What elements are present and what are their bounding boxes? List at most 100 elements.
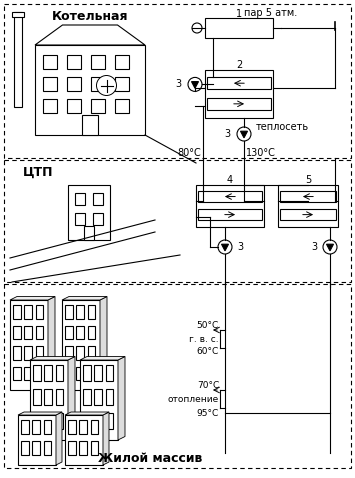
Polygon shape (115, 99, 129, 113)
Polygon shape (76, 326, 84, 339)
Polygon shape (68, 185, 110, 240)
Polygon shape (36, 367, 43, 380)
Polygon shape (76, 346, 84, 359)
Polygon shape (18, 415, 56, 465)
Polygon shape (33, 389, 40, 405)
Polygon shape (10, 296, 55, 300)
Text: 60°С: 60°С (197, 348, 219, 357)
Polygon shape (36, 326, 43, 339)
Polygon shape (207, 77, 271, 89)
Text: 130°С: 130°С (246, 148, 276, 158)
Circle shape (188, 77, 202, 91)
Polygon shape (106, 365, 113, 381)
Polygon shape (67, 77, 81, 91)
Polygon shape (43, 77, 57, 91)
Polygon shape (106, 413, 113, 429)
Polygon shape (13, 367, 21, 380)
Text: 3: 3 (237, 242, 243, 252)
Polygon shape (327, 244, 333, 251)
Polygon shape (280, 209, 336, 220)
Polygon shape (65, 412, 109, 415)
Polygon shape (21, 441, 28, 455)
Polygon shape (103, 412, 109, 465)
Polygon shape (43, 55, 57, 69)
Polygon shape (115, 55, 129, 69)
Polygon shape (79, 420, 87, 434)
Polygon shape (13, 346, 21, 359)
Polygon shape (18, 412, 62, 415)
Polygon shape (118, 357, 125, 440)
Polygon shape (32, 441, 40, 455)
Polygon shape (106, 389, 113, 405)
Polygon shape (83, 413, 91, 429)
Polygon shape (94, 389, 102, 405)
Polygon shape (93, 213, 103, 225)
Polygon shape (94, 365, 102, 381)
Polygon shape (62, 300, 100, 390)
Polygon shape (33, 365, 40, 381)
Polygon shape (24, 367, 32, 380)
Polygon shape (32, 420, 40, 434)
Polygon shape (76, 367, 84, 380)
Polygon shape (91, 99, 105, 113)
Polygon shape (91, 420, 98, 434)
Polygon shape (65, 415, 103, 465)
Polygon shape (68, 441, 76, 455)
Polygon shape (44, 420, 51, 434)
Polygon shape (65, 346, 72, 359)
Text: 3: 3 (175, 79, 181, 89)
Polygon shape (62, 296, 107, 300)
Text: 70°С: 70°С (197, 381, 219, 391)
Polygon shape (88, 346, 95, 359)
Polygon shape (82, 115, 98, 135)
Polygon shape (13, 305, 21, 319)
Text: ЦТП: ЦТП (23, 165, 53, 178)
Polygon shape (76, 305, 84, 319)
Polygon shape (14, 12, 22, 107)
Polygon shape (94, 413, 102, 429)
Polygon shape (83, 365, 91, 381)
Polygon shape (35, 25, 145, 45)
Polygon shape (44, 365, 52, 381)
Polygon shape (24, 326, 32, 339)
Polygon shape (56, 413, 63, 429)
Polygon shape (30, 357, 75, 360)
Polygon shape (10, 300, 48, 390)
Polygon shape (207, 98, 271, 110)
Polygon shape (240, 131, 247, 138)
Polygon shape (91, 441, 98, 455)
Text: 50°С: 50°С (197, 322, 219, 330)
Polygon shape (65, 305, 72, 319)
Polygon shape (84, 226, 94, 240)
Polygon shape (198, 209, 262, 220)
Polygon shape (115, 77, 129, 91)
Polygon shape (88, 305, 95, 319)
Text: 3: 3 (311, 242, 317, 252)
Polygon shape (44, 389, 52, 405)
Polygon shape (43, 99, 57, 113)
Polygon shape (205, 18, 273, 38)
Polygon shape (30, 360, 68, 440)
Polygon shape (67, 99, 81, 113)
Polygon shape (36, 305, 43, 319)
Polygon shape (44, 413, 52, 429)
Circle shape (218, 240, 232, 254)
Text: отопление: отопление (168, 394, 219, 403)
Polygon shape (33, 413, 40, 429)
Polygon shape (56, 389, 63, 405)
Polygon shape (83, 389, 91, 405)
Circle shape (237, 127, 251, 141)
Polygon shape (79, 441, 87, 455)
Polygon shape (88, 367, 95, 380)
Polygon shape (67, 55, 81, 69)
Polygon shape (198, 191, 262, 202)
Polygon shape (75, 193, 85, 205)
Polygon shape (44, 441, 51, 455)
Text: 95°С: 95°С (197, 409, 219, 417)
Text: Жилой массив: Жилой массив (98, 452, 202, 465)
Text: г. в. с.: г. в. с. (189, 335, 219, 344)
Polygon shape (75, 213, 85, 225)
Text: Котельная: Котельная (52, 10, 128, 22)
Polygon shape (88, 326, 95, 339)
Text: 2: 2 (236, 60, 242, 70)
